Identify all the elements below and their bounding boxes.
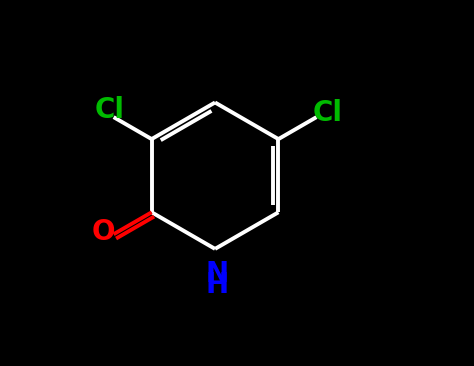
Text: O: O [91, 219, 115, 246]
Text: Cl: Cl [95, 96, 125, 124]
Text: N: N [205, 261, 228, 288]
Text: H: H [205, 272, 228, 299]
Text: Cl: Cl [312, 100, 342, 127]
